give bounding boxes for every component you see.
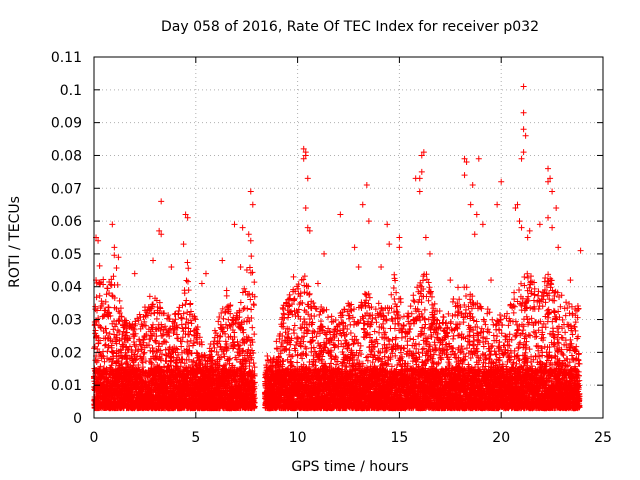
data-point [100,353,107,360]
data-point [111,331,118,338]
data-point [110,326,117,333]
data-point [104,285,111,292]
data-point [116,297,123,304]
data-point [123,325,130,332]
data-point [109,292,116,299]
data-point [114,332,121,339]
data-point [116,318,123,325]
data-point [97,363,104,370]
data-point [123,364,130,371]
data-point [124,346,131,353]
data-point [100,276,107,283]
data-point [94,345,101,352]
data-point [113,321,120,328]
data-point [96,292,103,299]
data-point [93,294,100,301]
data-point [93,307,100,314]
data-point [126,343,133,350]
data-point [132,330,139,337]
data-point [110,273,117,280]
data-point [110,355,117,362]
data-points [91,83,584,412]
data-point [123,319,130,326]
data-point [116,337,123,344]
data-point [129,321,136,328]
data-point [100,281,107,288]
data-point [127,324,134,331]
data-point [94,357,101,364]
data-point [108,362,115,369]
data-point [98,324,105,331]
data-point [113,265,120,272]
data-point [102,325,109,332]
data-point [120,343,127,350]
data-point [102,298,109,305]
data-point [106,330,113,337]
data-point [103,291,110,298]
data-point [136,311,143,318]
data-point [98,298,105,305]
data-point [135,317,142,324]
data-point [113,334,120,341]
data-point [103,329,110,336]
data-point [102,341,109,348]
data-point [95,340,102,347]
data-point [117,305,124,312]
data-point [123,329,130,336]
data-point [97,324,104,331]
data-point [113,340,120,347]
data-point [133,356,140,363]
data-point [136,337,143,344]
data-point [101,358,108,365]
data-point [106,290,113,297]
data-point [114,281,121,288]
data-point [133,343,140,350]
data-point [127,362,134,369]
data-point [118,313,125,320]
data-point [110,349,117,356]
data-point [96,262,103,269]
data-point [119,331,126,338]
data-point [126,335,133,342]
data-point [105,304,112,311]
data-point [107,312,114,319]
data-point [106,310,113,317]
data-point [116,309,123,316]
data-point [108,276,115,283]
data-point [132,320,139,327]
data-point [111,295,118,302]
data-point [130,338,137,345]
data-point [97,337,104,344]
data-point [115,317,122,324]
data-point [132,357,139,364]
data-point [95,315,102,322]
data-point [111,252,118,259]
